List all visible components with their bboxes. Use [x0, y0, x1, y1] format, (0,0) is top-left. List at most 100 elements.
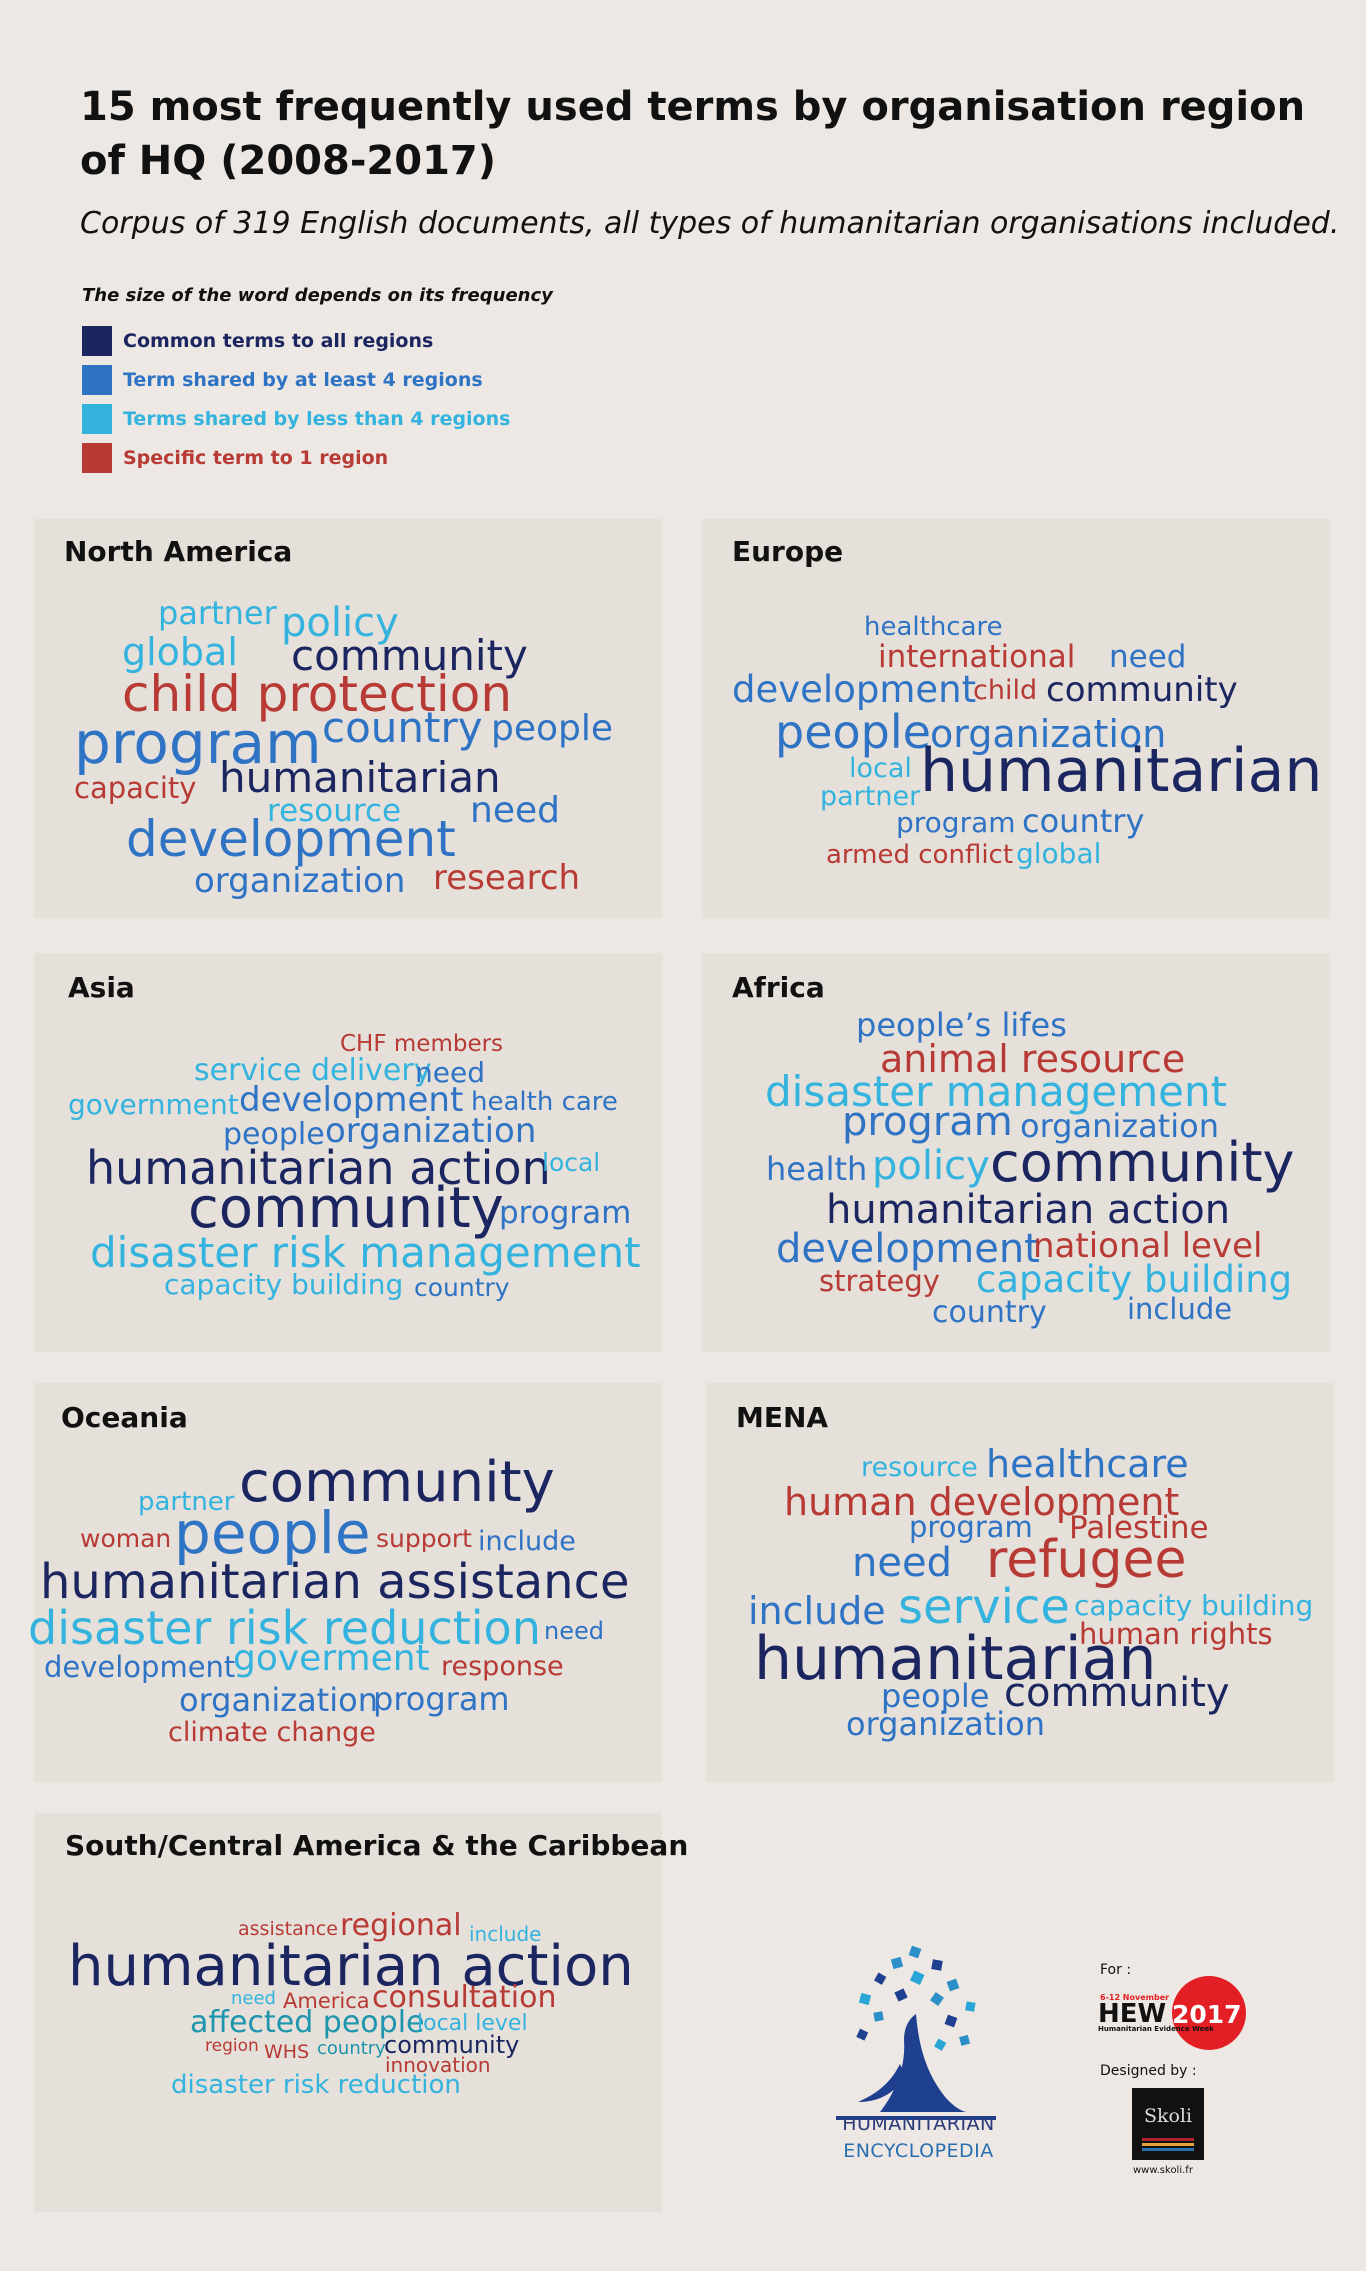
word: people: [881, 1677, 990, 1715]
word: national level: [1033, 1226, 1263, 1266]
skoli-stripe: [1142, 2138, 1194, 2141]
legend-item-common: Common terms to all regions: [82, 326, 433, 356]
humanitarian-encyclopedia-logo: [836, 1945, 996, 2120]
word: goverment: [233, 1638, 430, 1679]
word: disaster risk reduction: [171, 2070, 461, 2100]
word: organization: [179, 1681, 378, 1719]
legend-item-shared-less-4: Terms shared by less than 4 regions: [82, 404, 510, 434]
word: development: [239, 1080, 464, 1120]
panel-oceania: Oceania partner community woman people s…: [28, 1383, 662, 1782]
word: woman: [80, 1524, 172, 1553]
word: policy: [281, 600, 399, 646]
legend-swatch: [82, 404, 112, 434]
panel-africa: Africa people’s lifes animal resource di…: [702, 953, 1330, 1352]
legend-note: The size of the word depends on its freq…: [82, 285, 553, 306]
word: humanitarian: [219, 753, 501, 802]
word: program: [842, 1099, 1013, 1145]
word: local: [849, 753, 912, 784]
designed-by-label: Designed by :: [1100, 2063, 1197, 2079]
word: people: [775, 705, 931, 759]
word: people’s lifes: [856, 1006, 1067, 1044]
word: innovation: [385, 2053, 491, 2077]
word: animal resource: [880, 1037, 1186, 1081]
word: Palestine: [1069, 1510, 1209, 1546]
word: strategy: [819, 1264, 940, 1298]
word: organization: [325, 1111, 537, 1151]
word: humanitarian: [920, 736, 1323, 806]
word: global: [122, 630, 238, 674]
word: global: [1016, 837, 1102, 870]
word: need: [470, 790, 560, 831]
word: community: [384, 2031, 520, 2059]
word: partner: [138, 1487, 235, 1517]
word: humanitarian action: [86, 1141, 551, 1195]
word: health care: [471, 1087, 618, 1117]
word: partner: [820, 781, 921, 812]
word: health: [766, 1150, 868, 1188]
word: disaster risk management: [90, 1228, 641, 1277]
legend-label: Terms shared by less than 4 regions: [123, 408, 511, 430]
panel-title: South/Central America & the Caribbean: [65, 1829, 689, 1862]
word: international: [878, 639, 1076, 675]
word: program: [74, 709, 322, 777]
panel-title: Africa: [732, 971, 825, 1004]
word: development: [44, 1650, 236, 1684]
word: region: [205, 2036, 259, 2056]
word: community: [990, 1131, 1295, 1194]
word: armed conflict: [826, 840, 1014, 870]
word: consultation: [372, 1980, 557, 2015]
panel-south-central-america: South/Central America & the Caribbean as…: [34, 1813, 688, 2212]
word: child protection: [122, 665, 513, 723]
word: country: [322, 703, 483, 752]
word: organization: [1020, 1107, 1219, 1145]
word: disaster risk reduction: [28, 1601, 541, 1655]
word: country: [932, 1295, 1047, 1330]
panel-mena: MENA resource healthcare human developme…: [706, 1383, 1334, 1782]
word: include: [748, 1589, 886, 1633]
logo-text-line1: HUMANITARIAN: [842, 2113, 995, 2135]
legend-swatch: [82, 365, 112, 395]
word: local: [542, 1148, 601, 1177]
logo-text-line2: ENCYCLOPEDIA: [843, 2140, 994, 2162]
word: community: [188, 1176, 504, 1241]
word: America: [283, 1989, 370, 2013]
skoli-url: www.skoli.fr: [1133, 2165, 1193, 2176]
hew-year: 2017: [1172, 2000, 1242, 2029]
word: country: [414, 1273, 510, 1302]
hew-subtitle: Humanitarian Evidence Week: [1098, 2025, 1214, 2033]
for-label: For :: [1100, 1962, 1132, 1978]
word: CHF members: [340, 1031, 504, 1057]
panel-title: North America: [64, 535, 293, 568]
word: need: [231, 1988, 276, 2009]
word: policy: [872, 1143, 990, 1189]
word: include: [1127, 1292, 1233, 1326]
word: regional: [340, 1908, 462, 1943]
word: country: [1022, 802, 1145, 840]
panel-north-america: North America partner policy global comm…: [34, 519, 662, 918]
word: organization: [930, 712, 1167, 756]
word: community: [1046, 670, 1238, 710]
word: humanitarian action: [826, 1187, 1231, 1233]
legend-item-specific: Specific term to 1 region: [82, 443, 388, 473]
word: development: [126, 810, 456, 868]
hew-circle-icon: [1172, 1976, 1246, 2050]
word: program: [373, 1680, 510, 1718]
word: response: [441, 1651, 564, 1682]
word: need: [1109, 639, 1187, 675]
word: development: [776, 1226, 1040, 1272]
skoli-logo-text: Skoli: [1143, 2105, 1193, 2127]
word: service delivery: [194, 1053, 432, 1088]
word: humanitarian assistance: [40, 1554, 630, 1610]
word: support: [376, 1524, 472, 1553]
panel-asia: Asia CHF members service delivery need g…: [34, 953, 662, 1352]
word: program: [909, 1510, 1033, 1544]
word: healthcare: [864, 612, 1003, 642]
word: disaster management: [765, 1067, 1228, 1116]
word: local level: [417, 2011, 528, 2036]
word: community: [291, 631, 528, 680]
word: capacity: [74, 771, 197, 805]
legend-swatch: [82, 443, 112, 473]
panel-europe: Europe healthcare international need dev…: [702, 519, 1330, 918]
word: research: [433, 858, 581, 898]
word: human rights: [1079, 1617, 1273, 1651]
